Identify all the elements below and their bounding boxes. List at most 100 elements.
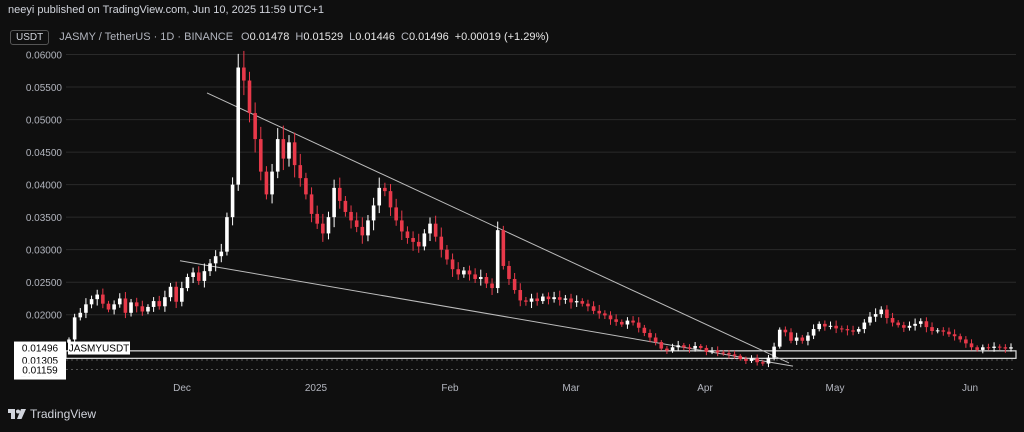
candle-body [512, 278, 517, 291]
candle-body [117, 298, 122, 305]
candle-body [275, 139, 280, 172]
tradingview-brand: TradingView [8, 407, 96, 421]
candle-body [924, 321, 929, 328]
candle-body [72, 317, 77, 340]
candle-body [321, 223, 325, 234]
candle-body [298, 165, 303, 179]
candle-body [546, 296, 551, 300]
candle-body [682, 345, 686, 348]
y-tick-label: 0.03500 [26, 213, 63, 224]
candle-body [405, 231, 410, 238]
candle-body [721, 352, 726, 354]
x-tick-label: Dec [173, 383, 191, 394]
candle-body [67, 339, 71, 343]
candle-body [653, 337, 658, 343]
candle-body [817, 323, 822, 330]
candle-body [783, 329, 788, 333]
candle-body [428, 223, 432, 234]
candle-body [225, 217, 229, 252]
candle-body [980, 347, 985, 350]
candle-body [484, 277, 489, 284]
candle-body [332, 187, 336, 218]
candle-body [236, 67, 241, 185]
ticker-label: JASMYUSDT [69, 344, 130, 355]
candle-body [794, 337, 799, 341]
x-tick-label: Mar [562, 383, 580, 394]
candle-body [749, 358, 754, 361]
candle-body [383, 187, 387, 192]
candle-body [935, 330, 940, 332]
candle-body [710, 350, 714, 352]
x-tick-label: Jun [962, 383, 978, 394]
candle-body [95, 294, 100, 300]
candle-body [439, 236, 444, 250]
candle-body [140, 306, 145, 312]
candle-body [101, 294, 105, 304]
candle-body [969, 343, 974, 348]
candle-body [388, 191, 393, 208]
candle-body [89, 299, 94, 305]
candle-body [642, 327, 647, 333]
candle-body [349, 211, 353, 221]
candle-body [896, 322, 900, 326]
candle-body [1009, 347, 1013, 349]
candle-body [501, 230, 506, 266]
candle-body [885, 309, 889, 318]
high-label: H [295, 31, 304, 43]
candle-body [495, 230, 500, 289]
candle-body [625, 320, 630, 325]
ticker-box [68, 341, 130, 355]
candle-body [287, 142, 291, 159]
candle-body [264, 171, 269, 195]
candle-body [997, 346, 1002, 348]
candle-body [174, 286, 178, 302]
y-tick-label: 0.03000 [26, 246, 63, 257]
candle-body [208, 263, 212, 272]
candle-body [676, 345, 680, 348]
candle-body [704, 347, 709, 352]
candle-body [213, 256, 218, 264]
candle-body [913, 323, 917, 326]
candle-body [129, 302, 133, 313]
candle-body [309, 194, 314, 214]
x-tick-label: May [826, 383, 845, 394]
x-tick-label: Apr [697, 383, 713, 394]
candle-body [868, 316, 872, 323]
candle-body [450, 259, 455, 270]
candle-body [902, 325, 906, 328]
candle-body [947, 331, 951, 335]
candle-body [918, 321, 923, 324]
candle-body [456, 269, 461, 275]
candle-body [755, 358, 759, 363]
candle-body [851, 330, 855, 332]
level2-label: 0.01159 [22, 365, 58, 376]
currency-button[interactable]: USDT [10, 29, 50, 45]
publisher-header: neeyi published on TradingView.com, Jun … [8, 4, 325, 16]
candle-body [856, 329, 861, 332]
candle-body [958, 336, 963, 340]
candle-body [574, 301, 579, 303]
candle-body [665, 348, 669, 351]
candle-body [992, 346, 996, 348]
candle-body [806, 335, 810, 341]
candle-body [569, 298, 573, 303]
candle-body [371, 205, 376, 221]
candle-body [693, 345, 697, 349]
support-band [65, 350, 1017, 359]
candle-body [478, 277, 483, 279]
y-tick-label: 0.02000 [26, 311, 63, 322]
candle-body [337, 187, 342, 201]
candle-body [78, 312, 83, 318]
candle-body [535, 298, 539, 302]
candle-body [614, 319, 618, 322]
candle-body [744, 358, 748, 361]
candle-body [839, 328, 844, 330]
candle-body [845, 329, 850, 331]
candle-body [975, 347, 979, 350]
candle-body [789, 332, 793, 341]
symbol-title: JASMY / TetherUS · 1D · BINANCE [59, 31, 234, 43]
brand-label: TradingView [30, 407, 97, 421]
candle-body [636, 322, 641, 328]
candle-body [941, 330, 946, 332]
